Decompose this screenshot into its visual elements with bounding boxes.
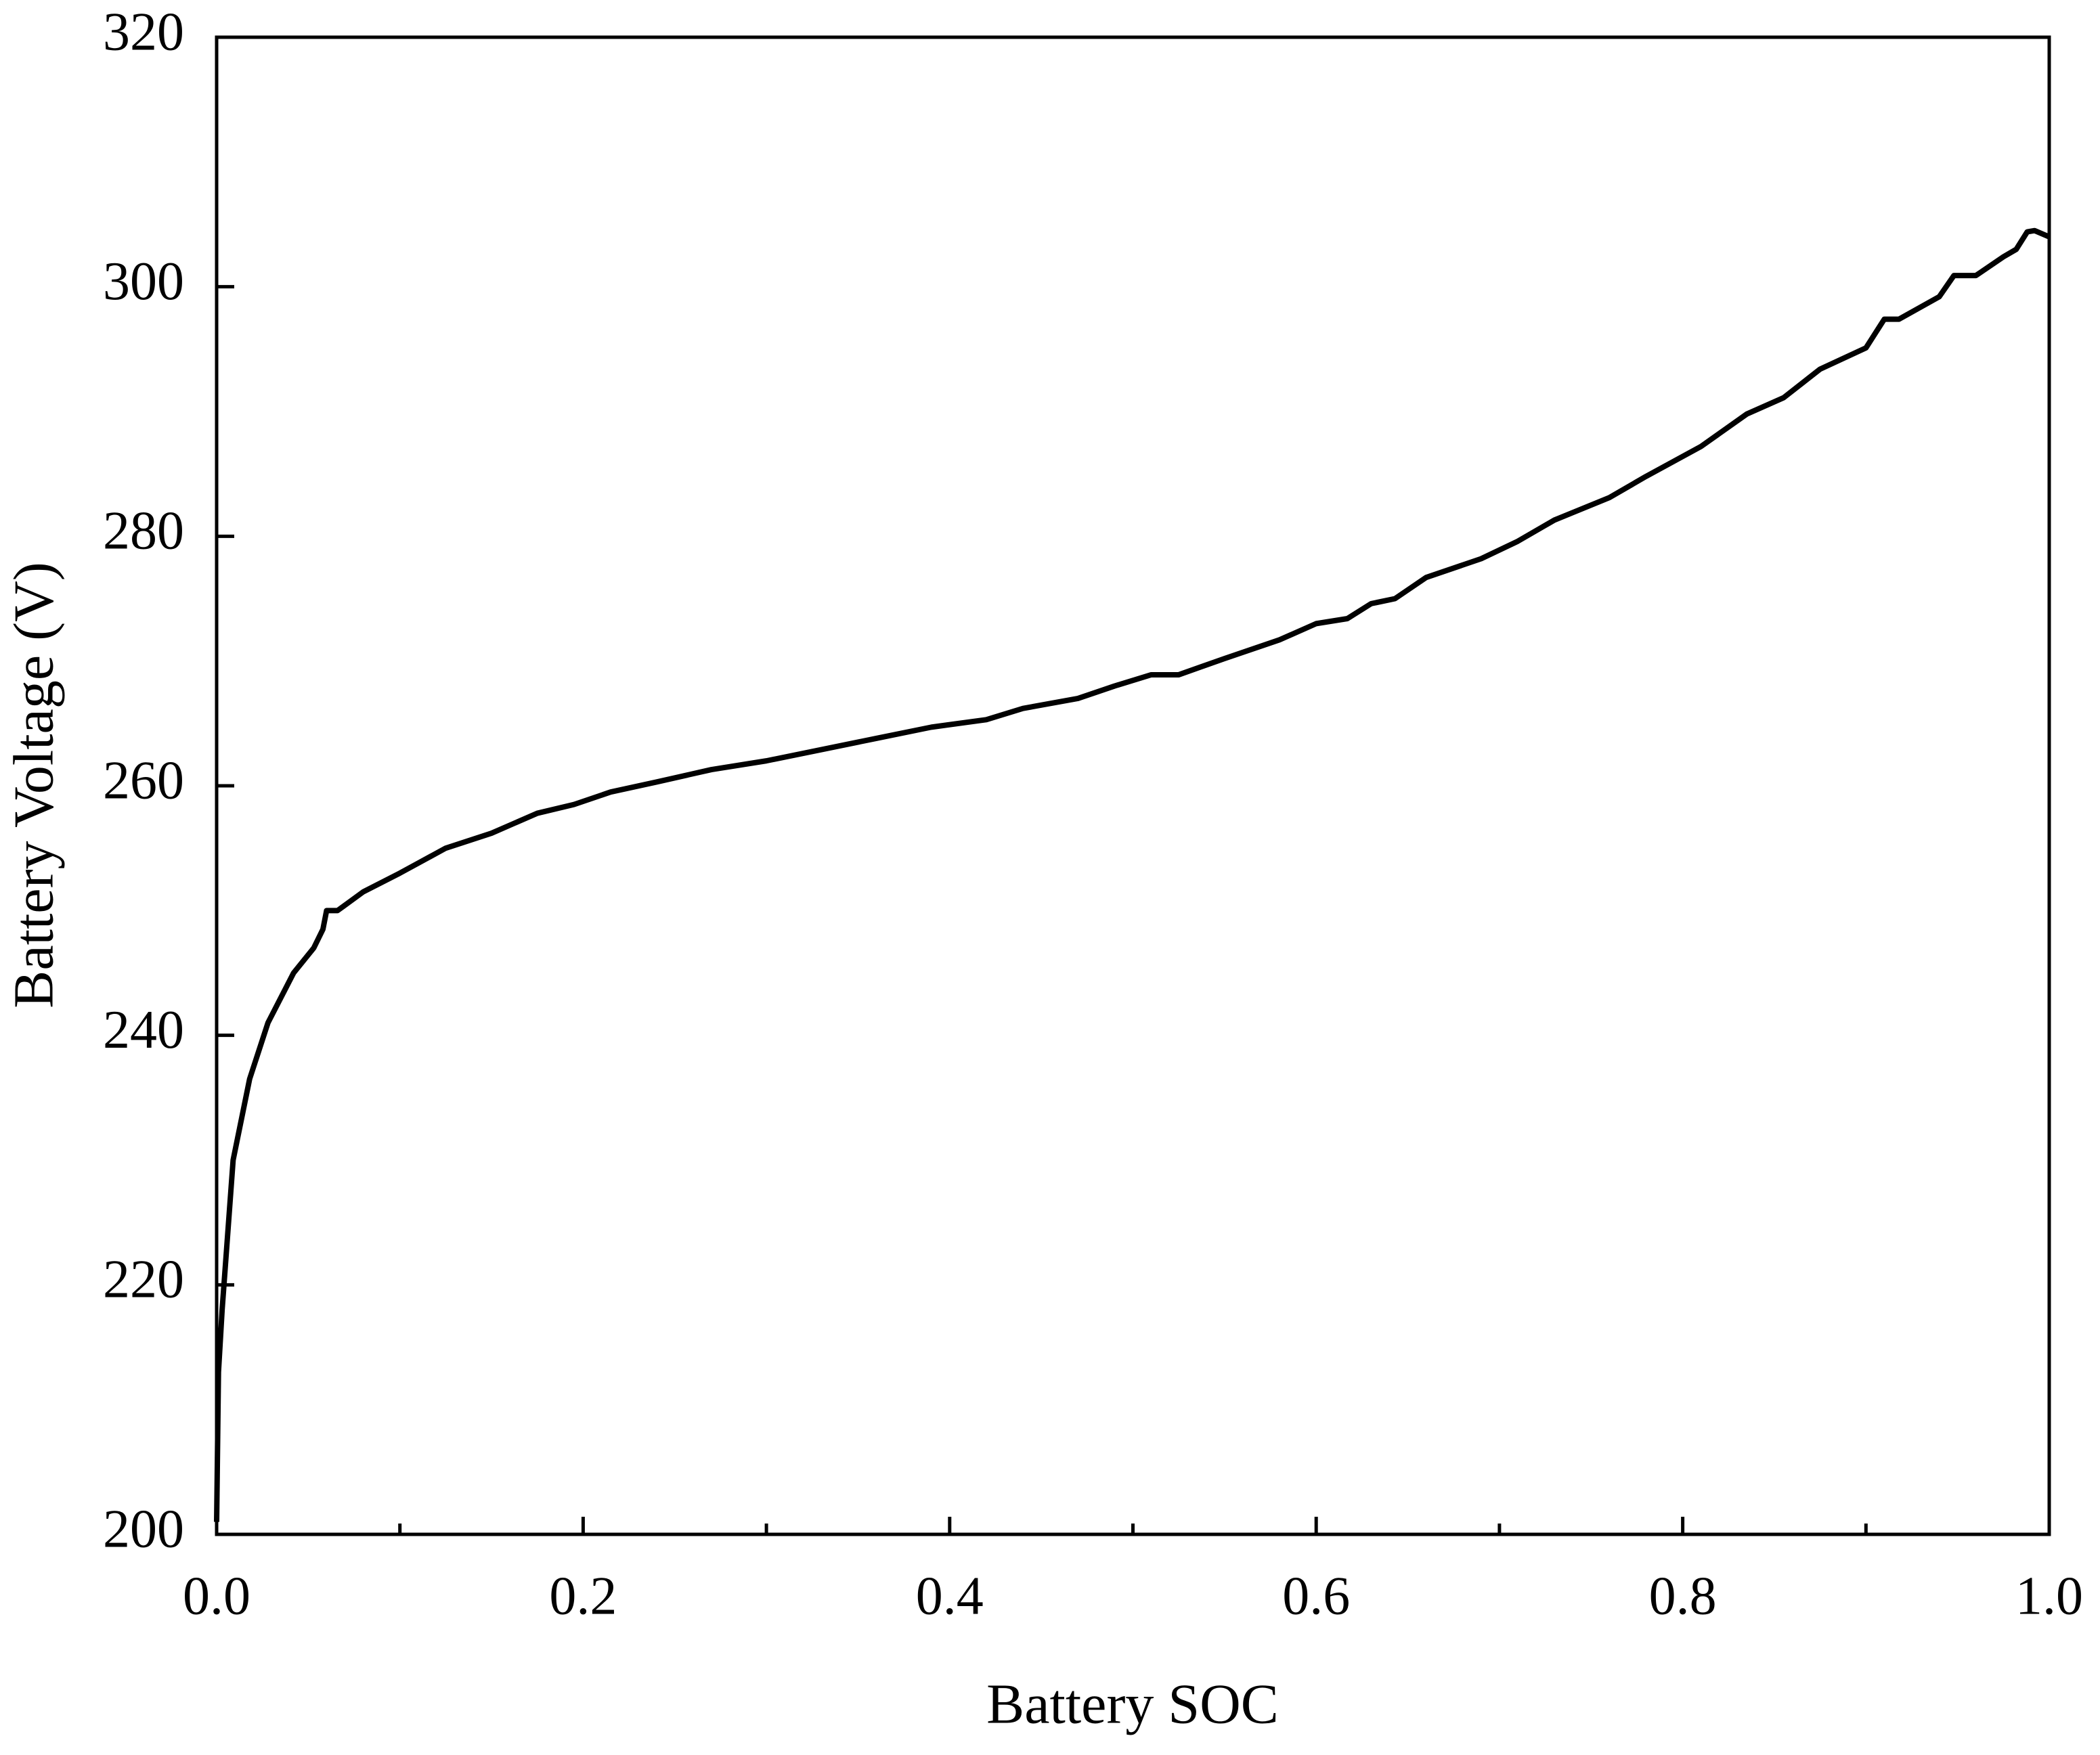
plot-frame <box>215 35 2051 1536</box>
y-tick-label: 200 <box>103 1499 184 1559</box>
y-tick-label: 220 <box>103 1250 184 1310</box>
y-tick-label: 320 <box>103 2 184 62</box>
x-tick-label: 0.2 <box>549 1566 617 1626</box>
x-tick-label: 1.0 <box>2015 1566 2083 1626</box>
data-line <box>214 227 2051 1522</box>
y-tick-label: 260 <box>103 751 184 810</box>
y-tick-label: 300 <box>103 252 184 311</box>
y-tick-label: 280 <box>103 502 184 561</box>
x-tick-label: 0.0 <box>183 1566 250 1626</box>
x-tick-label: 0.6 <box>1282 1566 1350 1626</box>
y-axis-title: Battery Voltage (V) <box>2 562 65 1008</box>
x-tick-label: 0.4 <box>916 1566 984 1626</box>
x-axis-title: Battery SOC <box>986 1672 1279 1735</box>
x-tick-label: 0.8 <box>1649 1566 1717 1626</box>
y-tick-label: 240 <box>103 1000 184 1060</box>
